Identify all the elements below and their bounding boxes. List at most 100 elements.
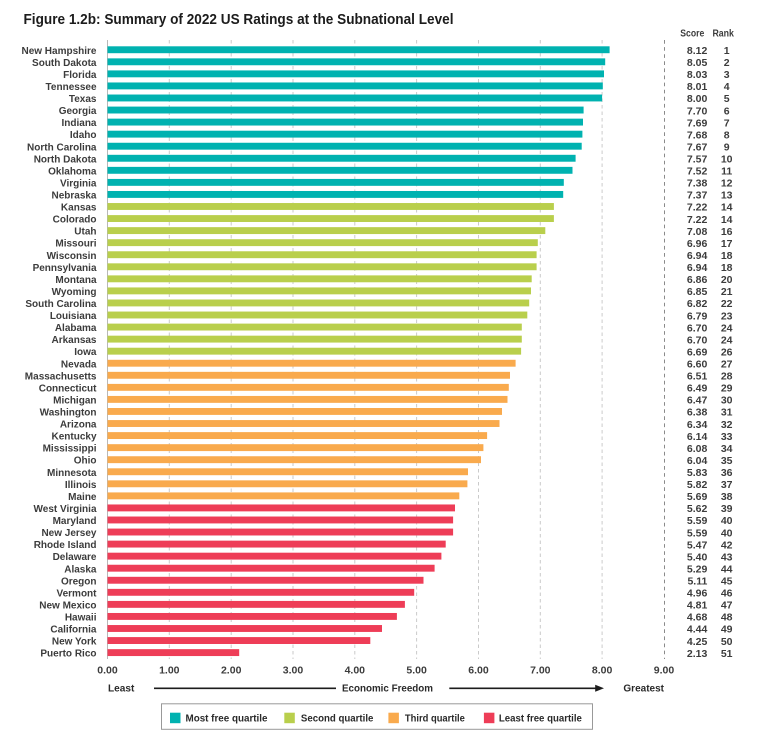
svg-text:7: 7 (724, 117, 730, 129)
svg-text:6.94: 6.94 (687, 250, 708, 262)
svg-text:24: 24 (721, 322, 733, 334)
svg-text:30: 30 (721, 395, 733, 407)
svg-text:7.08: 7.08 (687, 226, 708, 238)
svg-text:Third quartile: Third quartile (405, 714, 465, 725)
svg-text:4.68: 4.68 (687, 612, 708, 624)
svg-text:12: 12 (721, 178, 733, 190)
svg-text:8.00: 8.00 (592, 665, 613, 677)
svg-text:6.70: 6.70 (687, 322, 708, 334)
svg-text:6.96: 6.96 (687, 238, 708, 250)
svg-text:Connecticut: Connecticut (39, 383, 97, 394)
svg-text:6.51: 6.51 (687, 371, 708, 383)
svg-text:40: 40 (721, 527, 733, 539)
svg-text:8.01: 8.01 (687, 81, 708, 93)
svg-text:Idaho: Idaho (70, 130, 97, 141)
svg-text:6.34: 6.34 (687, 419, 708, 431)
svg-text:11: 11 (721, 166, 732, 178)
svg-text:Georgia: Georgia (59, 106, 97, 117)
svg-text:Washington: Washington (40, 408, 97, 419)
svg-text:North Carolina: North Carolina (27, 142, 97, 153)
svg-text:40: 40 (721, 515, 733, 527)
svg-text:Louisiana: Louisiana (50, 311, 97, 322)
svg-text:North Dakota: North Dakota (34, 154, 97, 165)
svg-text:46: 46 (721, 588, 733, 600)
svg-text:49: 49 (721, 624, 733, 636)
svg-text:6.38: 6.38 (687, 407, 708, 419)
svg-text:Oregon: Oregon (61, 576, 97, 587)
svg-text:5.83: 5.83 (687, 467, 708, 479)
svg-text:5: 5 (724, 93, 730, 105)
svg-text:4.25: 4.25 (687, 636, 708, 648)
svg-text:Least free quartile: Least free quartile (499, 714, 582, 725)
svg-text:20: 20 (721, 274, 733, 286)
svg-text:6.82: 6.82 (687, 298, 708, 310)
svg-text:Ohio: Ohio (74, 456, 97, 467)
svg-text:New Hampshire: New Hampshire (21, 46, 96, 57)
svg-text:7.69: 7.69 (687, 117, 708, 129)
svg-text:4.00: 4.00 (345, 665, 366, 677)
svg-text:7.52: 7.52 (687, 166, 708, 178)
svg-text:6.47: 6.47 (687, 395, 708, 407)
svg-text:Second quartile: Second quartile (301, 714, 374, 725)
svg-text:Alaska: Alaska (64, 564, 97, 575)
svg-text:6.69: 6.69 (687, 346, 708, 358)
svg-text:5.59: 5.59 (687, 515, 708, 527)
svg-text:New Mexico: New Mexico (39, 600, 96, 611)
svg-text:Rhode Island: Rhode Island (34, 540, 97, 551)
svg-text:35: 35 (721, 455, 733, 467)
svg-text:Missouri: Missouri (55, 239, 96, 250)
svg-text:Wisconsin: Wisconsin (47, 251, 97, 262)
svg-text:Utah: Utah (74, 227, 96, 238)
svg-text:5.00: 5.00 (406, 665, 427, 677)
svg-text:47: 47 (721, 600, 733, 612)
svg-text:13: 13 (721, 190, 733, 202)
svg-text:18: 18 (721, 262, 733, 274)
svg-text:Maine: Maine (68, 492, 97, 503)
svg-text:23: 23 (721, 310, 733, 322)
svg-text:South Carolina: South Carolina (25, 299, 97, 310)
svg-text:29: 29 (721, 383, 733, 395)
svg-text:Colorado: Colorado (53, 215, 97, 226)
svg-text:Kansas: Kansas (61, 203, 97, 214)
svg-text:Puerto Rico: Puerto Rico (40, 649, 96, 660)
svg-text:7.22: 7.22 (687, 214, 708, 226)
svg-text:9: 9 (724, 141, 730, 153)
svg-text:Tennessee: Tennessee (46, 82, 97, 93)
svg-text:2: 2 (724, 57, 730, 69)
svg-text:Virginia: Virginia (60, 178, 97, 189)
svg-text:26: 26 (721, 346, 733, 358)
svg-text:Indiana: Indiana (61, 118, 96, 129)
svg-text:7.70: 7.70 (687, 105, 708, 117)
svg-text:4.44: 4.44 (687, 624, 708, 636)
svg-text:Illinois: Illinois (65, 480, 97, 491)
svg-text:5.59: 5.59 (687, 527, 708, 539)
svg-text:37: 37 (721, 479, 733, 491)
svg-text:5.62: 5.62 (687, 503, 708, 515)
svg-text:3: 3 (724, 69, 730, 81)
svg-text:31: 31 (721, 407, 733, 419)
svg-text:6.00: 6.00 (468, 665, 489, 677)
svg-text:Score: Score (680, 29, 704, 40)
svg-text:21: 21 (721, 286, 733, 298)
svg-text:5.11: 5.11 (687, 576, 707, 588)
svg-text:44: 44 (721, 563, 733, 575)
svg-text:5.47: 5.47 (687, 539, 708, 551)
svg-text:New Jersey: New Jersey (41, 528, 96, 539)
svg-text:6: 6 (724, 105, 730, 117)
svg-text:4.81: 4.81 (687, 600, 708, 612)
svg-text:24: 24 (721, 334, 733, 346)
svg-text:6.60: 6.60 (687, 358, 708, 370)
svg-text:22: 22 (721, 298, 733, 310)
svg-text:6.08: 6.08 (687, 443, 708, 455)
svg-text:7.37: 7.37 (687, 190, 708, 202)
svg-text:Vermont: Vermont (56, 588, 97, 599)
svg-text:45: 45 (721, 576, 733, 588)
svg-text:5.40: 5.40 (687, 551, 708, 563)
svg-text:6.70: 6.70 (687, 334, 708, 346)
svg-text:27: 27 (721, 358, 733, 370)
svg-text:33: 33 (721, 431, 733, 443)
svg-text:Montana: Montana (55, 275, 97, 286)
svg-text:42: 42 (721, 539, 733, 551)
svg-text:Least: Least (108, 684, 135, 695)
svg-text:48: 48 (721, 612, 733, 624)
